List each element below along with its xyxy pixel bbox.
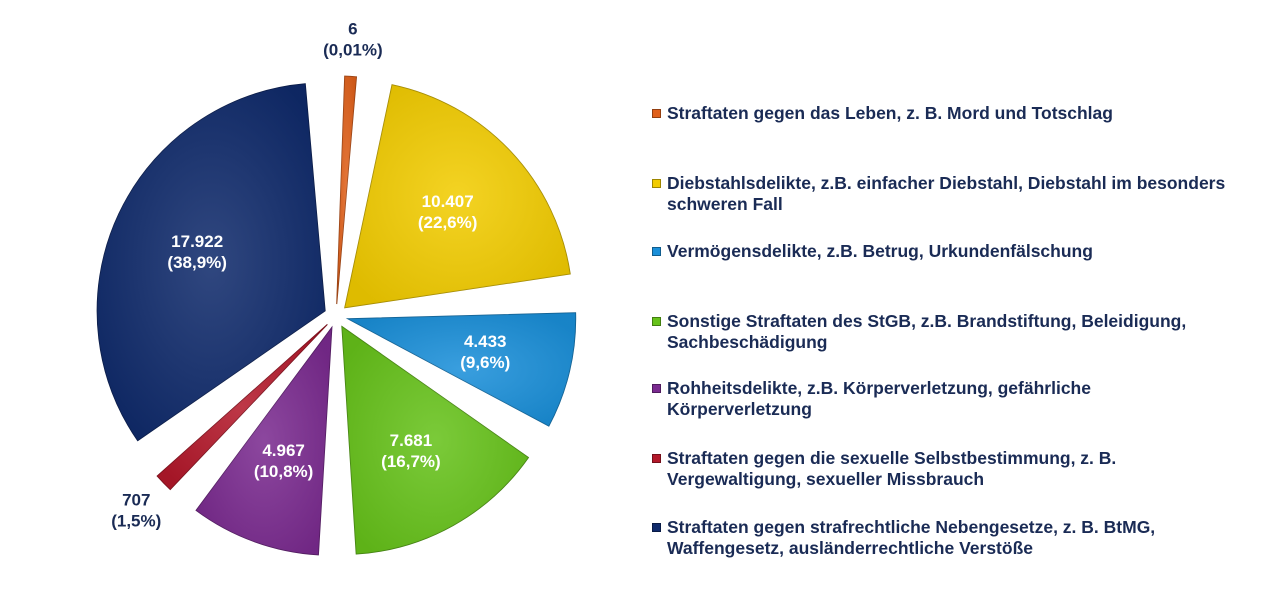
pie-slice-shine-diebstahl [344, 84, 571, 308]
legend-swatch-nebengesetze [652, 523, 661, 532]
pie-slice-shine-nebengesetze [97, 83, 326, 441]
legend-item-sonstige: Sonstige Straftaten des StGB, z.B. Brand… [652, 311, 1252, 353]
legend-item-diebstahl: Diebstahlsdelikte, z.B. einfacher Diebst… [652, 173, 1252, 215]
pie-slice-shine-sexuell [157, 324, 328, 490]
value-label-nebengesetze: 17.922 [171, 232, 223, 251]
legend-label-vermoegen: Vermögensdelikte, z.B. Betrug, Urkundenf… [667, 241, 1093, 261]
pie-chart: 6 (0,01%) 10.407 (22,6%) 4.433 (9,6%) 7.681 (16… [96, 20, 577, 556]
legend-label-sexuell: Straftaten gegen die sexuelle Selbstbest… [667, 448, 1117, 489]
legend-swatch-sonstige [652, 317, 661, 326]
legend: Straftaten gegen das Leben, z. B. Mord u… [652, 0, 1252, 610]
percent-label-diebstahl: (22,6%) [418, 213, 478, 232]
legend-swatch-leben [652, 109, 661, 118]
value-label-diebstahl: 10.407 [422, 192, 474, 211]
legend-swatch-vermoegen [652, 247, 661, 256]
legend-swatch-sexuell [652, 454, 661, 463]
legend-swatch-rohheit [652, 384, 661, 393]
legend-item-nebengesetze: Straftaten gegen strafrechtliche Nebenge… [652, 517, 1252, 559]
legend-label-diebstahl: Diebstahlsdelikte, z.B. einfacher Diebst… [667, 173, 1226, 214]
legend-swatch-diebstahl [652, 179, 661, 188]
legend-label-nebengesetze: Straftaten gegen strafrechtliche Nebenge… [667, 517, 1156, 558]
pie-slice-shine-rohheit [196, 327, 332, 555]
value-label-sonstige: 7.681 [390, 431, 433, 450]
percent-label-leben: (0,01%) [323, 41, 383, 60]
percent-label-nebengesetze: (38,9%) [167, 253, 227, 272]
pie-slice-shine-sonstige [341, 326, 529, 555]
percent-label-sonstige: (16,7%) [381, 452, 441, 471]
percent-label-rohheit: (10,8%) [254, 462, 314, 481]
value-label-vermoegen: 4.433 [464, 332, 507, 351]
percent-label-sexuell: (1,5%) [111, 511, 161, 530]
legend-item-leben: Straftaten gegen das Leben, z. B. Mord u… [652, 103, 1252, 124]
legend-item-vermoegen: Vermögensdelikte, z.B. Betrug, Urkundenf… [652, 241, 1252, 262]
pie-slice-shine-vermoegen [347, 312, 576, 427]
percent-label-vermoegen: (9,6%) [460, 353, 510, 372]
value-label-rohheit: 4.967 [262, 441, 305, 460]
value-label-sexuell: 707 [122, 490, 150, 509]
legend-label-sonstige: Sonstige Straftaten des StGB, z.B. Brand… [667, 311, 1187, 352]
pie-slice-shine-leben [336, 76, 357, 305]
legend-label-rohheit: Rohheitsdelikte, z.B. Körperverletzung, … [667, 378, 1091, 419]
legend-item-sexuell: Straftaten gegen die sexuelle Selbstbest… [652, 448, 1252, 490]
legend-item-rohheit: Rohheitsdelikte, z.B. Körperverletzung, … [652, 378, 1252, 420]
legend-label-leben: Straftaten gegen das Leben, z. B. Mord u… [667, 103, 1113, 123]
value-label-leben: 6 [348, 20, 357, 39]
